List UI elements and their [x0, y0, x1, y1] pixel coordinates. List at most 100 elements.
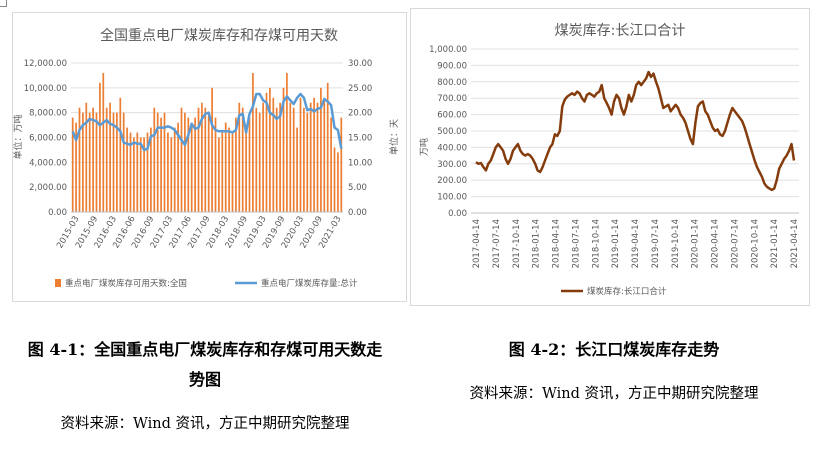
chart-1-bar [194, 117, 196, 212]
chart-panel-2: 煤炭库存:长江口合计 0.00 100.00 200.00 300.00 400.00 50… [410, 8, 810, 306]
chart-1-title: 全国重点电厂煤炭库存和存煤可用天数 [100, 27, 338, 44]
chart-1-bar [258, 112, 261, 212]
chart-2-x-tick: 2019-04-14 [631, 219, 641, 268]
chart-2-x-tick: 2021-04-14 [790, 219, 800, 268]
chart-1-bar [139, 137, 142, 212]
chart-1-y-right-tick: 25.00 [348, 84, 372, 94]
chart-1-bar [228, 127, 230, 212]
chart-1-bar [153, 107, 156, 212]
chart-2-y-tick: 600.00 [437, 111, 467, 121]
chart-1-y-left-tick: 8,000.00 [29, 109, 67, 119]
chart-1-bar [177, 122, 179, 212]
chart-2-y-tick: 500.00 [437, 127, 467, 137]
chart-1-y-left-tick: 4,000.00 [29, 158, 67, 168]
chart-2-y-tick: 1,000.00 [429, 45, 467, 55]
chart-1-bar [197, 107, 200, 212]
chart-1-bar [187, 117, 190, 212]
chart-1-bar [156, 112, 159, 212]
chart-1-bar [238, 102, 241, 212]
chart-2-x-tick: 2020-10-14 [750, 219, 760, 268]
chart-2-x-tick: 2019-10-14 [671, 219, 681, 268]
chart-1-series-line [71, 92, 343, 152]
chart-1-y-left-tick: 10,000.00 [24, 84, 67, 94]
chart-2-x-tick: 2018-10-14 [591, 219, 601, 268]
chart-1-bar [211, 87, 213, 212]
chart-1-y-left-tick: 12,000.00 [24, 59, 67, 69]
chart-1-y-left-tick: 6,000.00 [29, 134, 67, 144]
chart-2-y-tick: 700.00 [437, 94, 467, 104]
chart-1-bar [119, 97, 122, 212]
chart-1-bar [286, 72, 288, 212]
chart-1-bar [289, 102, 292, 212]
chart-2-y-tick: 900.00 [437, 61, 467, 71]
chart-1-bar [126, 127, 128, 212]
chart-2-y-tick: 400.00 [437, 143, 467, 153]
chart-1-bar [340, 117, 343, 212]
chart-1-bar [207, 112, 210, 212]
chart-1-bar [204, 107, 207, 212]
chart-1-bar [163, 112, 166, 212]
figure-1-caption-line1: 图 4-1：全国重点电厂煤炭库存和存煤可用天数走 [27, 340, 383, 359]
chart-1-y-right-label: 单位：天 [388, 119, 400, 155]
chart-1-bar [224, 122, 227, 212]
chart-1-bar [75, 122, 77, 212]
chart-1-y-right-tick: 20.00 [348, 109, 372, 119]
chart-2-x-tick: 2018-04-14 [552, 219, 562, 268]
chart-1-bar [180, 107, 183, 212]
chart-1-bar [190, 122, 193, 212]
chart-2-x-tick: 2020-07-14 [730, 219, 740, 268]
chart-1-bar [71, 117, 74, 212]
chart-1-bar [112, 112, 115, 212]
figure-1-source: 资料来源：Wind 资讯，方正中期研究院整理 [60, 416, 350, 432]
chart-1-bar [241, 107, 244, 212]
chart-1-bar [173, 127, 176, 212]
chart-1-bar [316, 102, 319, 212]
chart-2-x-tick: 2020-04-14 [711, 219, 721, 268]
chart-1-bar [337, 152, 339, 212]
chart-2-svg: 煤炭库存:长江口合计 0.00 100.00 200.00 300.00 400.00 50… [418, 23, 800, 297]
chart-1-legend-bar-label: 重点电厂煤炭库存可用天数:全国 [65, 278, 187, 289]
chart-1-bar [102, 72, 105, 212]
chart-1-bar [279, 102, 281, 212]
chart-2-x-tick: 2021-01-14 [770, 219, 780, 268]
chart-1-bar [248, 117, 251, 212]
chart-1-bar [133, 137, 135, 212]
chart-1-bar [170, 137, 173, 212]
chart-1-bar [275, 107, 278, 212]
chart-1-bar [269, 87, 271, 212]
chart-1-bar [218, 137, 220, 212]
chart-2-x-tick: 2018-01-14 [532, 219, 542, 268]
chart-1-y-right-tick: 15.00 [348, 134, 372, 144]
chart-2-y-tick: 300.00 [437, 160, 467, 170]
chart-1-y-left-label: 单位：万吨 [13, 114, 24, 159]
chart-1-bar [320, 87, 322, 212]
chart-1-legend-line-label: 重点电厂煤炭库存量:总计 [261, 278, 358, 289]
figure-2-caption: 图 4-2：长江口煤炭库存走势 [508, 340, 720, 359]
chart-1-bar [129, 132, 132, 212]
chart-1-bar [262, 102, 264, 212]
chart-1-bar [116, 112, 118, 212]
chart-1-bar [136, 132, 139, 212]
chart-1-bar [245, 127, 247, 212]
chart-2-x-tick: 2017-10-14 [512, 219, 522, 268]
chart-1-bar [214, 117, 217, 212]
chart-2-x-tick: 2017-07-14 [492, 219, 502, 268]
chart-1-bar [109, 102, 111, 212]
chart-2-y-label: 万吨 [418, 138, 430, 156]
chart-1-bar [265, 92, 268, 212]
chart-1-y-right-tick: 30.00 [348, 59, 372, 69]
chart-1-legend-bar-swatch [55, 279, 61, 287]
figure-2-source: 资料来源：Wind 资讯，方正中期研究院整理 [469, 386, 759, 402]
chart-1-bar [296, 127, 298, 212]
chart-2-x-tick: 2020-01-14 [691, 219, 701, 268]
corner-mark [0, 0, 7, 7]
chart-1-y-right-tick: 10.00 [348, 158, 372, 168]
chart-2-x-tick: 2018-07-14 [571, 219, 581, 268]
chart-1-bar [150, 127, 152, 212]
chart-1-bar [333, 147, 336, 212]
chart-1-bar [184, 112, 186, 212]
chart-2-y-tick: 0.00 [448, 209, 467, 219]
chart-1-y-right-tick: 5.00 [348, 183, 367, 193]
chart-2-y-tick: 800.00 [437, 78, 467, 88]
chart-1-svg: 全国重点电厂煤炭库存和存煤可用天数 0.00 2,000.00 4,000.00 6,0… [12, 27, 400, 289]
